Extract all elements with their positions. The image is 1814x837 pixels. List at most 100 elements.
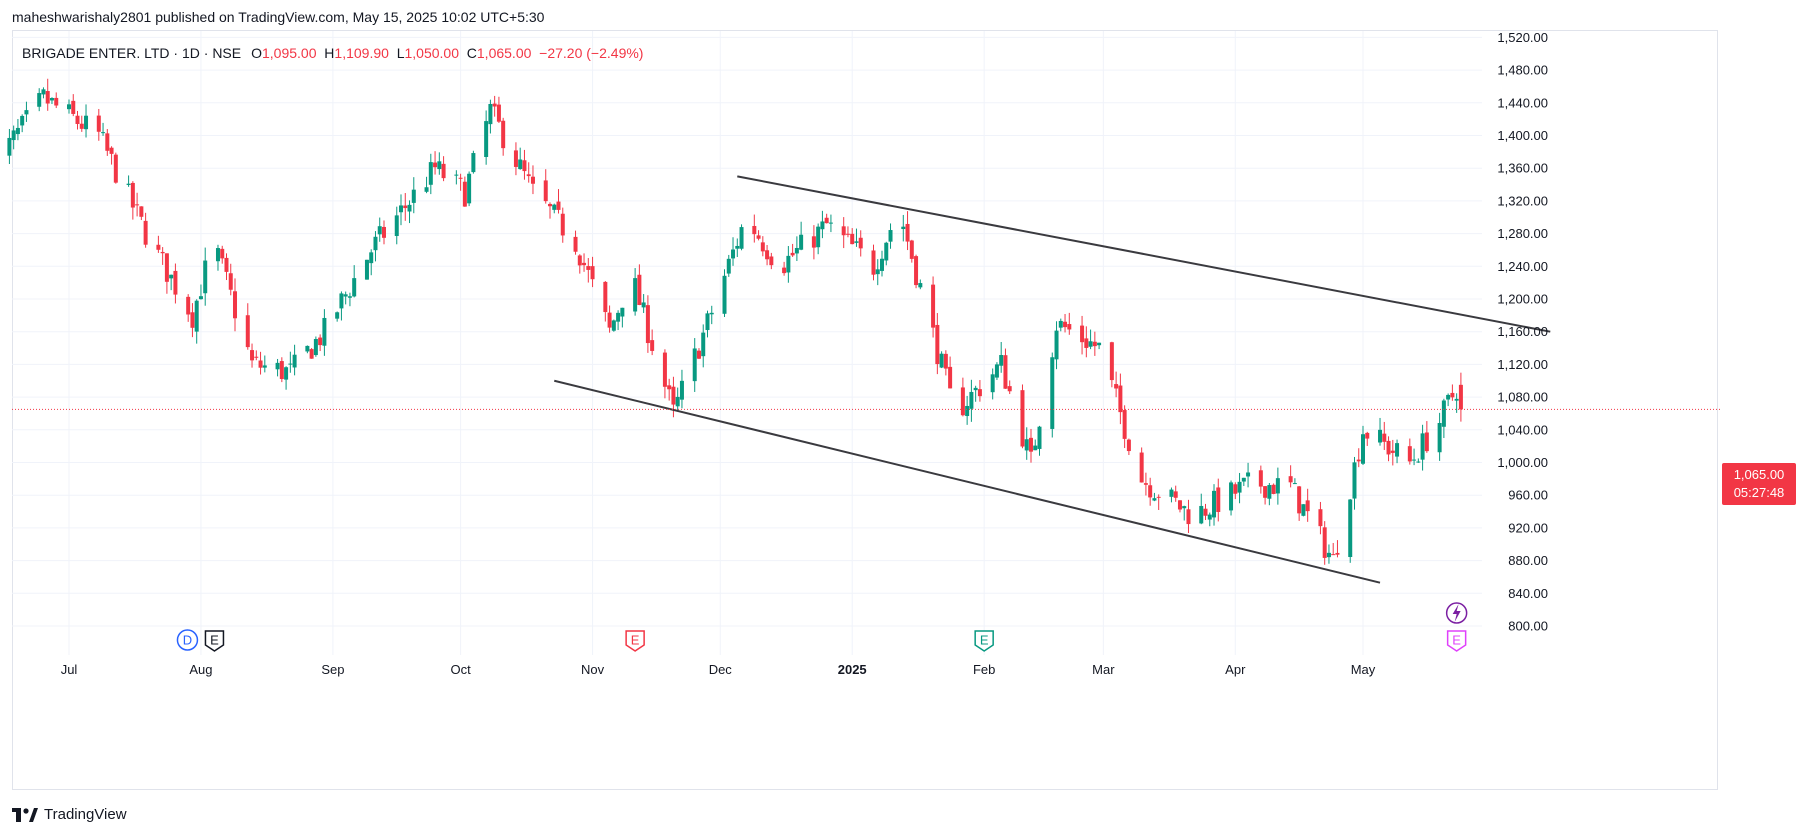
candle-body	[960, 387, 965, 416]
candle-body	[1050, 357, 1055, 429]
candle	[462, 176, 467, 207]
candle	[1088, 329, 1093, 350]
candle	[999, 341, 1004, 373]
legend-change: −27.20 (−2.49%)	[539, 45, 644, 61]
candle-body	[1139, 452, 1144, 483]
candle	[1305, 488, 1310, 522]
candle-body	[7, 137, 12, 156]
candle-body	[335, 312, 340, 319]
candle	[560, 207, 565, 243]
event-marker[interactable]: E	[204, 630, 225, 652]
candle-body	[377, 226, 382, 235]
candle-body	[1412, 459, 1417, 461]
candle	[164, 253, 169, 294]
candle-body	[1054, 330, 1059, 360]
candle-body	[381, 226, 386, 238]
candle-body	[1356, 459, 1361, 462]
candle-body	[275, 362, 280, 370]
price-tick-label: 1,480.00	[1497, 63, 1548, 78]
candle	[1024, 427, 1029, 460]
candle	[905, 211, 910, 251]
candle	[931, 276, 936, 338]
candle	[973, 385, 978, 402]
candle-body	[811, 236, 816, 248]
event-marker[interactable]: E	[1446, 630, 1467, 652]
candle-body	[909, 240, 914, 259]
candle-body	[492, 103, 497, 107]
candle-body	[905, 223, 910, 242]
candle-body	[1446, 394, 1451, 400]
candle	[84, 104, 89, 138]
candle-body	[467, 173, 472, 204]
candle-body	[54, 97, 59, 106]
candle	[488, 99, 493, 134]
candle	[705, 310, 710, 338]
candle	[411, 177, 416, 214]
candle-body	[662, 352, 667, 387]
legend-high-value: 1,109.90	[334, 45, 389, 61]
price-tick-label: 1,240.00	[1497, 259, 1548, 274]
candle-body	[96, 115, 101, 132]
candle	[850, 228, 855, 245]
candle-body	[245, 315, 250, 348]
candle-body	[1420, 433, 1425, 460]
candle	[233, 278, 238, 332]
trendline-upper-channel[interactable]	[737, 175, 1551, 333]
candle	[1109, 341, 1114, 388]
candle-body	[1229, 482, 1234, 511]
price-tick-label: 1,080.00	[1497, 390, 1548, 405]
candle	[15, 119, 20, 141]
candle	[1169, 487, 1174, 503]
price-tick-label: 1,440.00	[1497, 95, 1548, 110]
candle-body	[1109, 342, 1114, 381]
candle	[215, 244, 220, 271]
candle-body	[794, 247, 799, 254]
candle-body	[173, 270, 178, 295]
legend-symbol: BRIGADE ENTER. LTD · 1D · NSE	[22, 45, 242, 61]
candle-body	[279, 361, 284, 380]
candle	[603, 281, 608, 322]
upcoming-event-marker[interactable]	[1445, 602, 1468, 624]
candle-body	[288, 363, 293, 365]
candle-body	[1114, 384, 1119, 389]
candle	[820, 210, 825, 239]
candle-body	[522, 160, 527, 172]
candle-body	[45, 91, 50, 104]
candle	[339, 291, 344, 321]
tradingview-logo[interactable]: TradingView	[12, 806, 127, 823]
candle-body	[428, 162, 433, 185]
candle-body	[1212, 490, 1217, 518]
candle-body	[458, 177, 463, 179]
candle	[403, 193, 408, 221]
event-marker[interactable]: D	[176, 629, 199, 651]
candle-body	[824, 217, 829, 224]
event-marker[interactable]: E	[974, 630, 994, 652]
legend-high-label: H	[324, 45, 335, 61]
candle-body	[194, 300, 199, 332]
candle-body	[526, 174, 531, 177]
candle	[1007, 380, 1012, 395]
candle-body	[1033, 445, 1038, 451]
event-marker[interactable]: E	[625, 630, 645, 652]
candle-body	[1148, 485, 1153, 498]
candle-body	[633, 278, 638, 312]
candle	[135, 192, 140, 217]
candle-body	[454, 174, 459, 176]
candle	[454, 170, 459, 185]
candle-body	[135, 204, 140, 206]
candle-body	[471, 153, 476, 173]
candle-body	[433, 162, 438, 168]
candle-body	[113, 154, 118, 183]
candle-body	[875, 269, 880, 275]
candle	[377, 217, 382, 242]
candle	[1050, 352, 1055, 438]
candle-body	[573, 236, 578, 252]
candle	[811, 225, 816, 260]
candle	[258, 351, 263, 375]
trendline-lower-channel[interactable]	[554, 379, 1381, 584]
candle-body	[198, 296, 203, 300]
candle-body	[1365, 432, 1370, 439]
candle-body	[1063, 321, 1068, 328]
price-tick-label: 1,280.00	[1497, 226, 1548, 241]
